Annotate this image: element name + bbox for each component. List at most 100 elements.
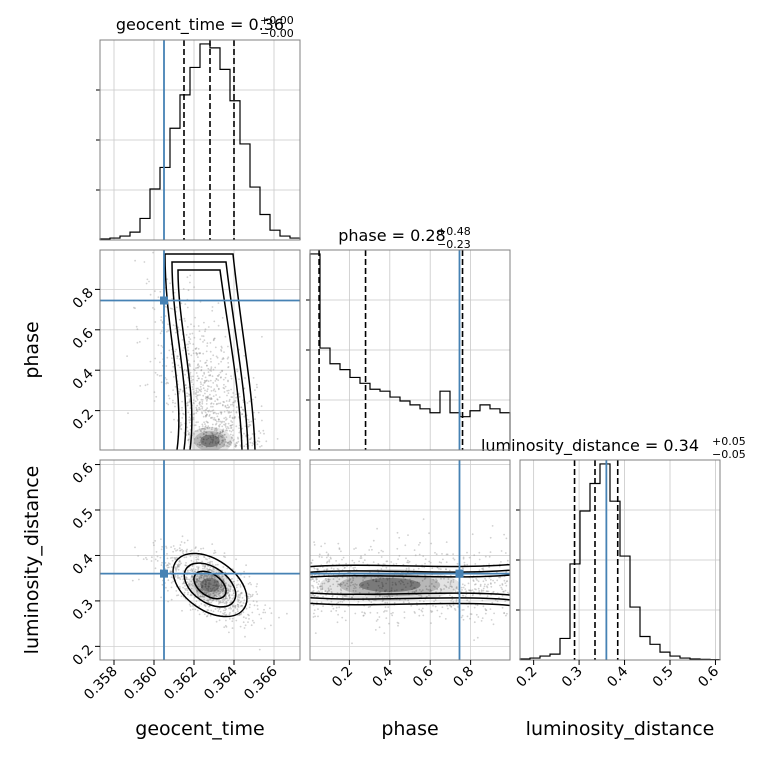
sample-point — [496, 600, 499, 603]
sample-point — [127, 412, 129, 415]
sample-point — [430, 589, 433, 592]
sample-point — [478, 551, 481, 554]
sample-point — [185, 556, 188, 559]
sample-point — [204, 328, 207, 331]
sample-point — [461, 614, 464, 617]
sample-point — [203, 371, 206, 374]
sample-point — [203, 598, 206, 601]
sample-point — [213, 591, 216, 593]
sample-point — [229, 585, 232, 588]
sample-point — [217, 574, 220, 577]
sample-point — [234, 399, 237, 402]
sample-point — [396, 621, 399, 624]
sample-point — [202, 595, 204, 598]
sample-point — [237, 599, 240, 602]
sample-point — [234, 605, 237, 608]
sample-point — [224, 385, 227, 388]
sample-point — [210, 402, 213, 404]
sample-point — [208, 385, 210, 388]
sample-point — [179, 319, 181, 321]
sample-point — [238, 596, 241, 599]
sample-point — [212, 409, 215, 412]
sample-point — [187, 352, 190, 355]
sample-point — [193, 570, 196, 573]
sample-point — [492, 623, 495, 626]
sample-point — [313, 595, 316, 598]
sample-point — [209, 342, 212, 344]
sample-point — [186, 593, 189, 596]
sample-point — [352, 589, 355, 592]
sample-point — [210, 601, 213, 604]
sample-point — [376, 527, 378, 530]
sample-point — [248, 438, 251, 441]
sample-point — [416, 581, 419, 584]
sample-point — [217, 590, 219, 593]
sample-point — [227, 366, 230, 368]
sample-point — [199, 581, 202, 583]
sample-point — [210, 398, 213, 400]
sample-point — [159, 290, 162, 293]
sample-point — [221, 589, 224, 591]
sample-point — [189, 594, 192, 597]
sample-point — [205, 446, 208, 448]
sample-point — [198, 575, 200, 578]
sample-point — [443, 584, 446, 587]
sample-point — [227, 379, 229, 382]
sample-point — [475, 613, 478, 616]
sample-point — [257, 437, 260, 439]
sample-point — [478, 590, 481, 592]
sample-point — [217, 441, 220, 443]
sample-point — [222, 609, 225, 612]
sample-point — [170, 581, 173, 584]
sample-point — [378, 616, 381, 618]
contour-bottom-1 — [310, 597, 510, 601]
sample-point — [328, 559, 331, 561]
sample-point — [248, 421, 251, 423]
sample-point — [312, 585, 314, 587]
sample-point — [217, 599, 220, 602]
sample-point — [160, 596, 163, 599]
sample-point — [322, 605, 324, 607]
sample-point — [220, 411, 223, 414]
sample-point — [338, 606, 341, 609]
sample-point — [179, 422, 182, 424]
sample-point — [196, 404, 199, 407]
sample-point — [311, 574, 313, 577]
sample-point — [361, 611, 363, 613]
sample-point — [192, 388, 194, 391]
sample-point — [165, 378, 168, 381]
sample-point — [240, 613, 242, 616]
sample-point — [214, 435, 217, 438]
sample-point — [231, 627, 234, 629]
sample-point — [199, 444, 202, 446]
sample-point — [233, 438, 235, 441]
sample-point — [255, 600, 258, 603]
sample-point — [417, 567, 420, 570]
sample-point — [189, 609, 192, 611]
sample-point — [192, 391, 195, 393]
sample-point — [329, 556, 332, 559]
sample-point — [398, 580, 401, 583]
sample-point — [473, 639, 475, 641]
sample-point — [181, 548, 183, 551]
sample-point — [219, 371, 222, 374]
sample-point — [500, 586, 503, 589]
sample-point — [185, 576, 188, 578]
sample-point — [259, 432, 262, 434]
sample-point — [187, 411, 190, 414]
sample-point — [380, 556, 383, 558]
sample-point — [202, 341, 204, 343]
sample-point — [170, 566, 173, 568]
sample-point — [453, 558, 456, 561]
sample-point — [161, 561, 163, 564]
sample-point — [133, 306, 135, 309]
sample-point — [420, 595, 423, 597]
sample-point — [206, 609, 209, 611]
sample-point — [224, 416, 227, 419]
sample-point — [208, 594, 211, 597]
sample-point — [242, 602, 245, 604]
sample-point — [182, 349, 184, 352]
sample-point — [188, 401, 191, 404]
sample-point — [240, 406, 243, 409]
sample-point — [501, 606, 504, 609]
